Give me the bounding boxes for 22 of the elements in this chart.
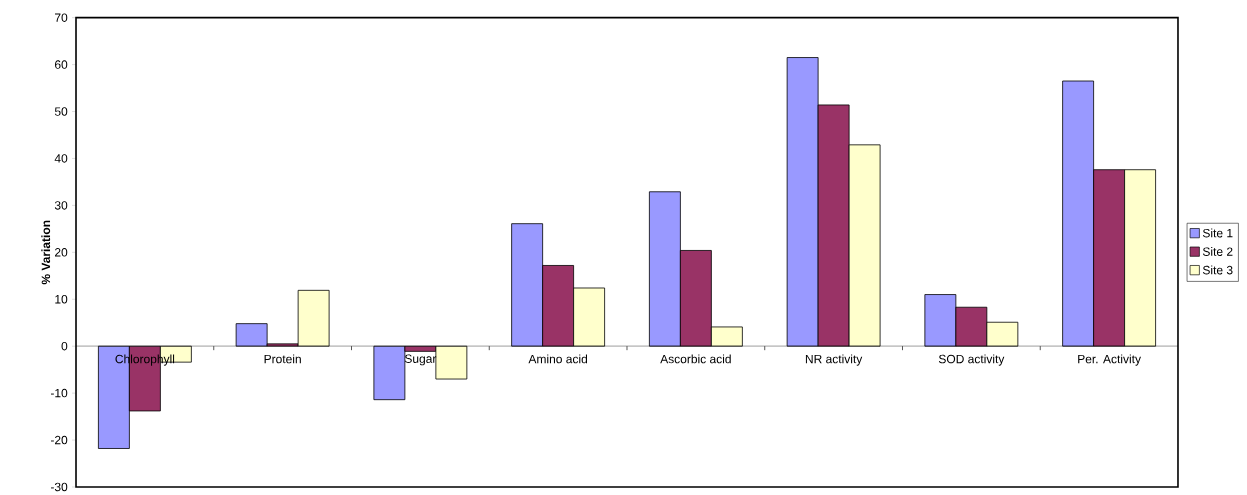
y-tick-label: 10 [55, 295, 68, 304]
x-tick-label: SOD activity [938, 354, 1005, 366]
y-tick-label: 70 [55, 13, 68, 22]
y-tick-label: 60 [55, 60, 68, 69]
x-tick-label: Per. Activity [1078, 354, 1141, 366]
x-tick-label: Amino acid [528, 354, 588, 364]
x-tick-label: Sugar [404, 354, 437, 366]
y-tick-label: -10 [50, 388, 68, 398]
y-tick-label: 50 [54, 107, 68, 116]
legend-label: Site 1 [1202, 228, 1233, 238]
legend-label: Site 2 [1202, 247, 1233, 256]
y-tick-label: -20 [50, 435, 68, 445]
legend-label: Site 3 [1202, 265, 1233, 275]
y-axis-title: % Variation [41, 220, 51, 285]
x-tick-label: Ascorbic acid [660, 354, 731, 364]
y-tick-label: -30 [50, 482, 68, 492]
x-tick-label: NR activity [805, 354, 863, 366]
y-tick-label: 40 [54, 154, 68, 163]
y-tick-label: 20 [55, 248, 68, 257]
x-tick-label: Protein [264, 354, 301, 364]
y-tick-label: 30 [54, 201, 68, 210]
y-tick-label: 0 [61, 341, 68, 351]
